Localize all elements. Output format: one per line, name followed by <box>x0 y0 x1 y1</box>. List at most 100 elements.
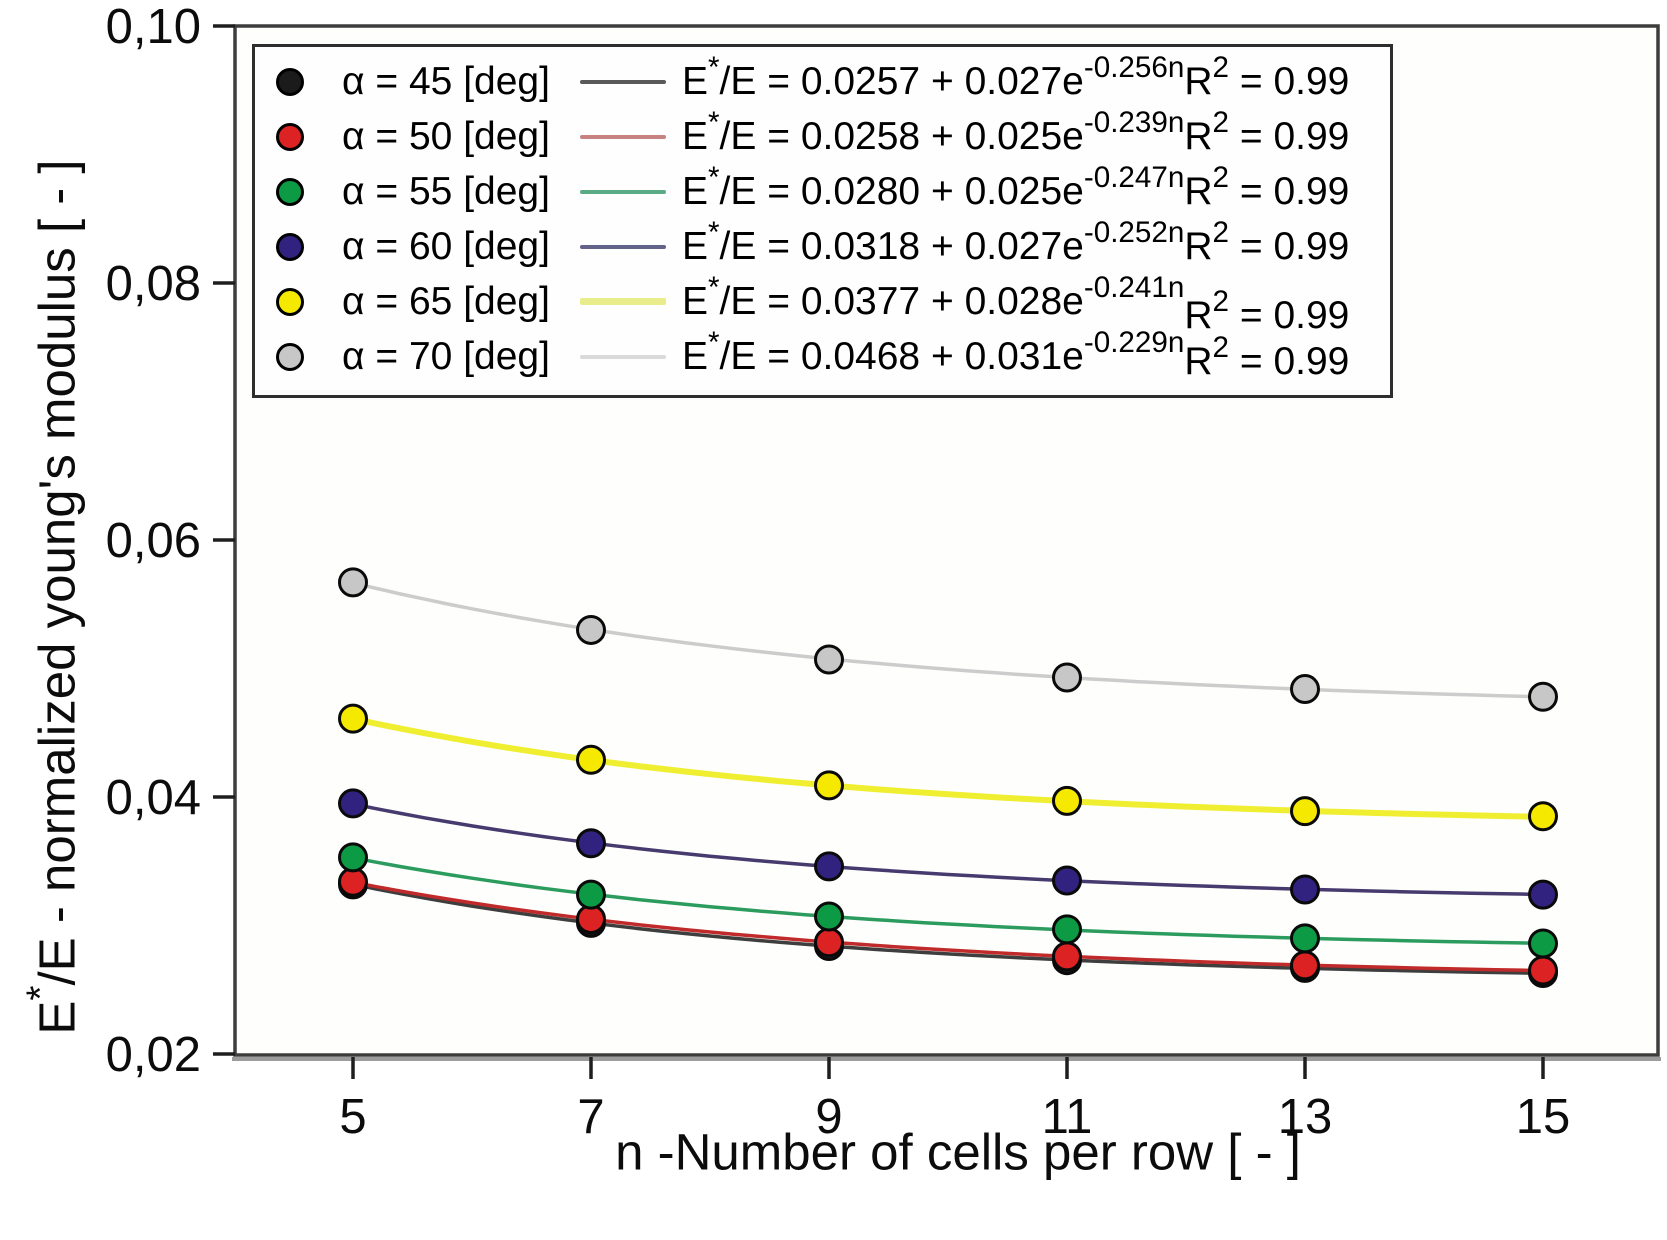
text-run: R <box>1184 224 1213 268</box>
legend-r-squared: R2 = 0.99 <box>1184 51 1350 104</box>
data-point <box>338 567 368 598</box>
x-tick-label: 15 <box>1516 1090 1571 1144</box>
legend-line-icon <box>580 189 666 194</box>
data-point <box>1052 941 1082 972</box>
superscript: 2 <box>1212 216 1229 250</box>
legend-r-squared: R2 = 0.99 <box>1184 106 1350 159</box>
data-point <box>814 770 844 801</box>
legend-item: α = 60 [deg] E*/E = 0.0318 + 0.027e-0.252… <box>255 216 1390 274</box>
superscript: 2 <box>1212 331 1229 365</box>
text-run: E <box>682 59 709 103</box>
data-point <box>1052 785 1082 816</box>
text-run: R <box>1184 169 1213 213</box>
legend-equation: E*/E = 0.0377 + 0.028e-0.241n R2 = 0.99 <box>682 271 1349 336</box>
text-run: /E - normalized young's modulus [ - ] <box>28 159 86 986</box>
legend-item: α = 45 [deg] E*/E = 0.0257 + 0.027e-0.256… <box>255 51 1390 109</box>
superscript: -0.229n <box>1083 326 1185 360</box>
superscript: * <box>19 985 63 1001</box>
text-run: E <box>682 334 709 378</box>
text-run: R <box>1184 59 1213 103</box>
data-point <box>1052 662 1082 693</box>
data-point <box>576 879 606 910</box>
data-point <box>1052 865 1082 896</box>
legend-line-icon <box>580 354 666 359</box>
text-run: /E = 0.0468 + 0.031e <box>719 334 1084 378</box>
superscript: -0.252n <box>1083 216 1185 250</box>
legend-item: α = 50 [deg] E*/E = 0.0258 + 0.025e-0.239… <box>255 106 1390 164</box>
superscript: * <box>708 51 720 85</box>
superscript: * <box>708 106 720 140</box>
superscript: -0.247n <box>1083 161 1185 195</box>
legend-equation: E*/E = 0.0258 + 0.025e-0.239n R2 = 0.99 <box>682 106 1350 159</box>
text-run: R <box>1184 339 1213 383</box>
text-run: /E = 0.0257 + 0.027e <box>719 59 1084 103</box>
text-run: R <box>1184 114 1213 158</box>
text-run: /E = 0.0280 + 0.025e <box>719 169 1084 213</box>
legend-item: α = 70 [deg] E*/E = 0.0468 + 0.031e-0.229… <box>255 326 1390 384</box>
text-run: = 0.99 <box>1229 224 1350 268</box>
legend-alpha-label: α = 50 [deg] <box>342 114 550 158</box>
text-run: = 0.99 <box>1229 293 1350 337</box>
data-point <box>1290 674 1320 705</box>
x-tick-label: 11 <box>1042 1090 1093 1144</box>
data-point <box>1528 928 1558 959</box>
data-point <box>814 851 844 882</box>
legend-line-icon <box>580 244 666 249</box>
legend-marker-icon <box>276 232 304 261</box>
legend-line-icon <box>580 134 666 139</box>
legend-equation: E*/E = 0.0257 + 0.027e-0.256n R2 = 0.99 <box>682 51 1350 104</box>
x-tick-label: 7 <box>577 1090 604 1144</box>
x-tick-label: 13 <box>1278 1090 1333 1144</box>
data-point <box>576 744 606 775</box>
text-run: = 0.99 <box>1229 114 1350 158</box>
series-line <box>351 880 1545 973</box>
x-tick-label: 9 <box>815 1090 842 1144</box>
series-line <box>350 715 1546 820</box>
legend-item: α = 55 [deg] E*/E = 0.0280 + 0.025e-0.247… <box>255 161 1390 219</box>
y-tick-label: 0,10 <box>106 0 201 54</box>
text-run: E <box>682 114 709 158</box>
superscript: 2 <box>1212 285 1229 319</box>
legend: α = 45 [deg] E*/E = 0.0257 + 0.027e-0.256… <box>252 44 1393 398</box>
data-point <box>1290 923 1320 954</box>
legend-alpha-label: α = 45 [deg] <box>342 59 550 103</box>
legend-r-squared: R2 = 0.99 <box>1184 285 1350 338</box>
text-run: R <box>1184 293 1213 337</box>
legend-line-icon <box>580 79 666 84</box>
y-tick-label: 0,02 <box>106 1028 201 1082</box>
superscript: * <box>708 161 720 195</box>
data-point <box>338 842 368 873</box>
data-point <box>338 703 368 734</box>
text-run: = 0.99 <box>1229 169 1350 213</box>
text-run: = 0.99 <box>1229 59 1350 103</box>
series-line <box>351 856 1545 946</box>
data-point <box>1290 796 1320 827</box>
legend-alpha-label: α = 55 [deg] <box>342 169 550 213</box>
legend-r-squared: R2 = 0.99 <box>1184 216 1350 269</box>
legend-marker-icon <box>276 342 304 371</box>
series-line <box>351 802 1545 897</box>
legend-item: α = 65 [deg] E*/E = 0.0377 + 0.028e-0.241… <box>255 271 1390 337</box>
superscript: -0.256n <box>1083 51 1185 85</box>
legend-r-squared: R2 = 0.99 <box>1184 161 1350 214</box>
legend-equation: E*/E = 0.0280 + 0.025e-0.247n R2 = 0.99 <box>682 161 1350 214</box>
data-point <box>814 644 844 675</box>
y-tick-label: 0,06 <box>106 514 201 568</box>
data-point <box>576 614 606 645</box>
data-point <box>1290 950 1320 981</box>
superscript: -0.241n <box>1083 271 1185 305</box>
data-point <box>1528 801 1558 832</box>
y-tick-label: 0,08 <box>106 257 201 311</box>
data-point <box>1528 681 1558 712</box>
legend-r-squared: R2 = 0.99 <box>1184 331 1349 384</box>
superscript: -0.239n <box>1083 106 1185 140</box>
legend-equation: E*/E = 0.0468 + 0.031e-0.229n R2 = 0.99 <box>682 326 1349 382</box>
data-point <box>814 901 844 932</box>
x-axis-title: n -Number of cells per row [ - ] <box>615 1123 1301 1181</box>
superscript: 2 <box>1212 51 1229 85</box>
legend-marker-icon <box>276 177 304 206</box>
text-run: /E = 0.0377 + 0.028e <box>719 279 1084 323</box>
series-line <box>351 581 1545 699</box>
legend-line-icon <box>580 298 666 305</box>
